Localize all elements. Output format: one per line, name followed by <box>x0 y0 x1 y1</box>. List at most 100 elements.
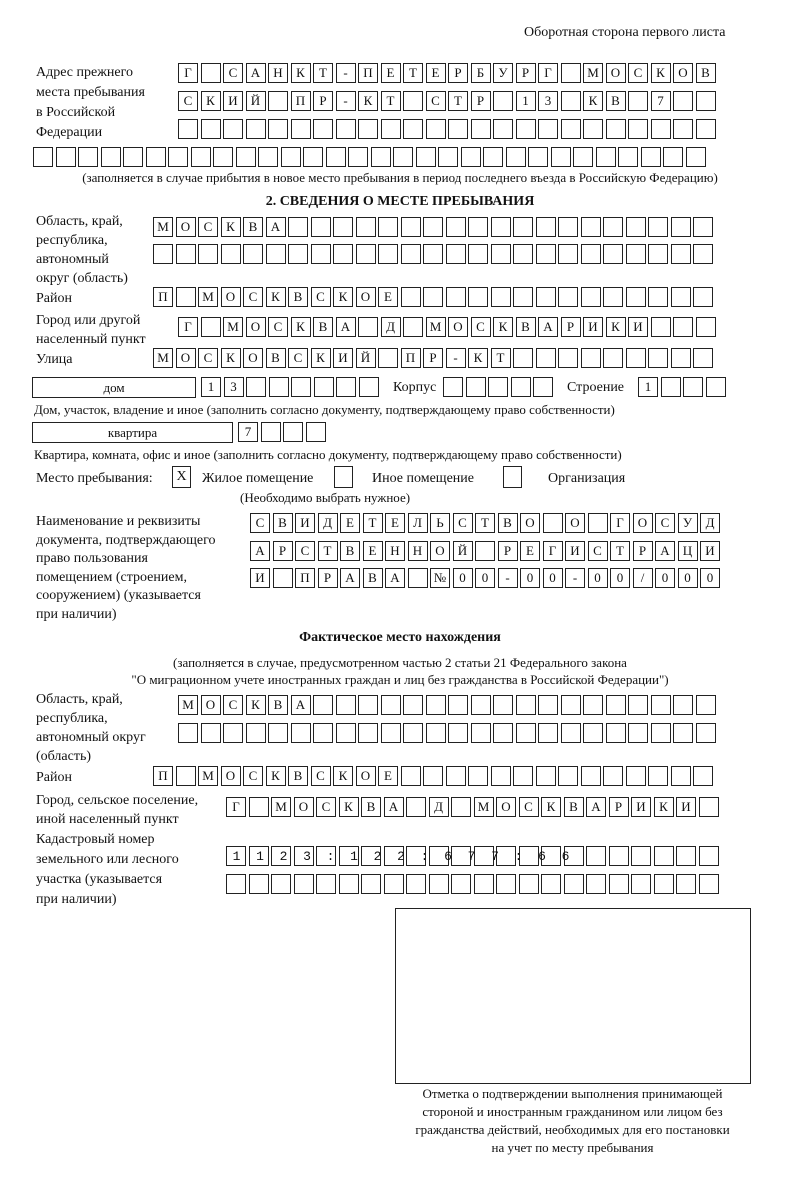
char-cell[interactable] <box>288 217 308 237</box>
char-cell[interactable]: Т <box>362 513 383 533</box>
char-cell[interactable] <box>468 217 488 237</box>
char-cell[interactable] <box>676 874 696 894</box>
char-cell[interactable] <box>33 147 53 167</box>
char-cell[interactable]: Н <box>407 541 428 561</box>
char-cell[interactable] <box>468 766 488 786</box>
char-cell[interactable] <box>451 874 471 894</box>
char-cell[interactable] <box>235 147 256 167</box>
char-cell[interactable]: А <box>538 317 558 337</box>
char-cell[interactable]: 0 <box>542 568 563 588</box>
char-cell[interactable] <box>310 217 331 237</box>
char-cell[interactable] <box>513 287 533 307</box>
char-cell[interactable]: С <box>268 317 288 337</box>
char-cell[interactable] <box>361 874 381 894</box>
char-cell[interactable]: Т <box>475 513 495 533</box>
char-cell[interactable]: К <box>650 63 671 83</box>
char-cell[interactable]: К <box>220 348 241 368</box>
char-cell[interactable] <box>698 797 719 817</box>
char-cell[interactable] <box>587 513 608 533</box>
char-cell[interactable] <box>513 244 533 264</box>
char-cell[interactable]: 1 <box>515 91 536 111</box>
char-cell[interactable]: П <box>153 287 173 307</box>
char-cell[interactable] <box>670 244 691 264</box>
char-cell[interactable]: Ц <box>677 541 698 561</box>
char-cell[interactable]: А <box>335 317 356 337</box>
char-cell[interactable]: В <box>695 63 716 83</box>
char-cell[interactable]: С <box>243 766 263 786</box>
char-cell[interactable] <box>538 119 558 139</box>
char-cell[interactable] <box>445 766 466 786</box>
char-cell[interactable]: А <box>245 63 266 83</box>
char-cell[interactable] <box>648 244 668 264</box>
char-cell[interactable]: 0 <box>610 568 630 588</box>
char-cell[interactable]: К <box>583 91 603 111</box>
house-type-field[interactable]: дом <box>32 377 196 398</box>
char-cell[interactable] <box>648 287 668 307</box>
char-cell[interactable]: Т <box>490 348 511 368</box>
char-cell[interactable] <box>558 244 578 264</box>
char-cell[interactable] <box>198 244 218 264</box>
char-cell[interactable]: Б <box>470 63 491 83</box>
char-cell[interactable]: Р <box>470 91 491 111</box>
char-cell[interactable]: Е <box>340 513 360 533</box>
char-cell[interactable]: Д <box>428 797 449 817</box>
char-cell[interactable] <box>496 874 516 894</box>
char-cell[interactable]: Г <box>538 63 558 83</box>
char-cell[interactable] <box>493 119 513 139</box>
char-cell[interactable] <box>605 119 626 139</box>
char-cell[interactable]: А <box>655 541 675 561</box>
char-cell[interactable] <box>445 287 466 307</box>
char-cell[interactable]: М <box>198 287 218 307</box>
char-cell[interactable] <box>445 244 466 264</box>
char-cell[interactable] <box>541 874 561 894</box>
prev-address-row-4[interactable] <box>33 147 708 167</box>
char-cell[interactable] <box>335 695 356 715</box>
char-cell[interactable] <box>653 846 674 866</box>
char-cell[interactable]: О <box>293 797 314 817</box>
char-cell[interactable]: К <box>493 317 513 337</box>
char-cell[interactable]: В <box>272 513 293 533</box>
char-cell[interactable] <box>673 91 693 111</box>
char-cell[interactable]: 0 <box>475 568 495 588</box>
char-cell[interactable]: Г <box>610 513 630 533</box>
char-cell[interactable]: К <box>653 797 674 817</box>
char-cell[interactable] <box>223 723 243 743</box>
char-cell[interactable] <box>535 217 556 237</box>
char-cell[interactable]: № <box>430 568 450 588</box>
char-cell[interactable] <box>406 797 426 817</box>
char-cell[interactable] <box>693 287 713 307</box>
char-cell[interactable]: У <box>493 63 513 83</box>
char-cell[interactable] <box>335 723 356 743</box>
char-cell[interactable] <box>648 217 668 237</box>
char-cell[interactable] <box>586 874 606 894</box>
char-cell[interactable] <box>580 287 601 307</box>
char-cell[interactable] <box>333 217 353 237</box>
char-cell[interactable]: М <box>271 797 291 817</box>
char-cell[interactable] <box>325 147 346 167</box>
char-cell[interactable] <box>676 846 696 866</box>
char-cell[interactable] <box>490 287 511 307</box>
char-cell[interactable]: М <box>198 766 218 786</box>
char-cell[interactable] <box>451 846 471 866</box>
char-cell[interactable] <box>316 846 336 866</box>
char-cell[interactable] <box>628 119 648 139</box>
char-cell[interactable] <box>650 695 671 715</box>
char-cell[interactable] <box>695 695 716 715</box>
char-cell[interactable] <box>653 874 674 894</box>
char-cell[interactable] <box>438 147 458 167</box>
char-cell[interactable] <box>290 119 311 139</box>
char-cell[interactable] <box>400 766 421 786</box>
char-cell[interactable] <box>538 695 558 715</box>
char-cell[interactable] <box>168 147 188 167</box>
char-cell[interactable] <box>625 348 646 368</box>
char-cell[interactable] <box>475 541 495 561</box>
char-cell[interactable] <box>248 846 269 866</box>
document-row-3[interactable]: И П Р А В А № 0 0-0 0-0 0/0 0 0 <box>250 568 723 588</box>
char-cell[interactable] <box>226 846 246 866</box>
prev-address-row-3[interactable] <box>178 119 718 139</box>
char-cell[interactable]: В <box>340 541 360 561</box>
char-cell[interactable]: М <box>473 797 494 817</box>
char-cell[interactable] <box>631 874 651 894</box>
